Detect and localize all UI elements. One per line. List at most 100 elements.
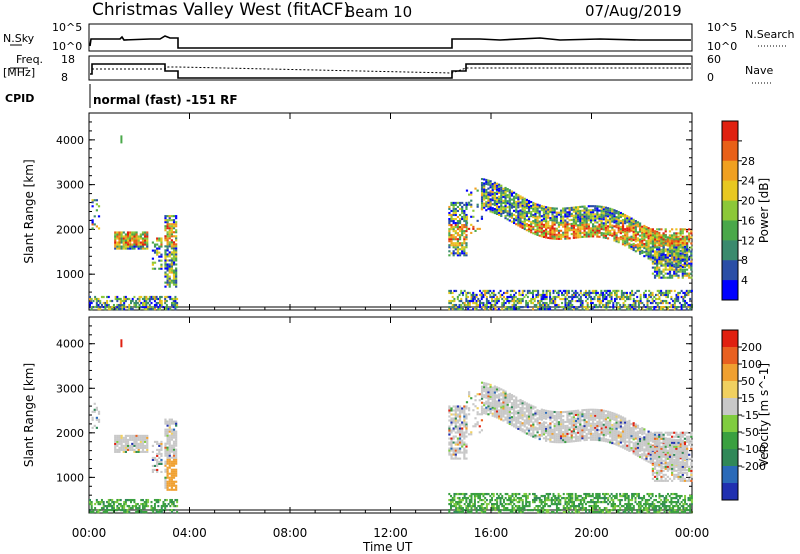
echo-cell <box>557 213 561 216</box>
echo-cell <box>549 233 552 236</box>
echo-cell <box>653 238 657 241</box>
ground-scatter-cell <box>461 293 464 297</box>
echo-cell <box>448 437 451 440</box>
echo-cell <box>472 409 475 412</box>
ground-scatter-cell <box>629 307 632 311</box>
echo-cell <box>175 486 178 489</box>
ground-scatter-cell <box>160 299 163 303</box>
echo-cell <box>626 446 629 449</box>
echo-cell <box>448 213 451 217</box>
echo-cell <box>658 266 661 269</box>
echo-cell <box>515 194 518 198</box>
echo-cell <box>170 420 173 423</box>
echo-cell <box>146 241 149 244</box>
echo-cell <box>540 410 543 413</box>
echo-cell <box>638 437 642 441</box>
echo-cell <box>465 451 468 454</box>
ground-scatter-cell <box>605 295 608 299</box>
echo-cell <box>175 235 178 238</box>
echo-cell <box>564 438 567 442</box>
ground-scatter-cell <box>567 301 570 305</box>
echo-cell <box>483 408 486 411</box>
echo-cell <box>557 429 561 432</box>
echo-cell <box>636 237 640 240</box>
echo-cell <box>151 257 155 260</box>
ground-scatter-cell <box>670 303 673 307</box>
ground-scatter-cell <box>465 291 468 295</box>
echo-cell <box>532 201 535 205</box>
echo-cell <box>502 191 505 194</box>
echo-cell <box>638 224 642 227</box>
echo-cell <box>156 251 159 254</box>
echo-cell <box>585 217 588 220</box>
echo-cell <box>538 204 541 207</box>
ground-scatter-cell <box>608 291 611 295</box>
echo-cell <box>628 220 631 223</box>
echo-cell <box>596 416 599 419</box>
echo-cell <box>587 235 590 238</box>
ground-scatter-cell <box>586 303 589 307</box>
echo-cell <box>170 470 173 473</box>
echo-cell <box>592 438 595 441</box>
ground-scatter-cell <box>624 295 627 299</box>
ground-scatter-cell <box>140 295 143 299</box>
echo-cell <box>589 438 593 441</box>
echo-cell <box>510 396 514 399</box>
echo-cell <box>679 264 682 267</box>
ground-scatter-cell <box>595 291 598 295</box>
echo-cell <box>168 233 171 236</box>
echo-cell <box>129 436 132 439</box>
ground-scatter-cell <box>542 305 545 309</box>
ground-scatter-cell <box>150 297 153 301</box>
echo-cell <box>656 252 659 255</box>
ground-scatter-cell <box>174 295 177 299</box>
echo-cell <box>549 217 552 220</box>
ground-scatter-cell <box>511 299 514 303</box>
echo-cell <box>634 443 637 446</box>
echo-cell <box>504 418 507 421</box>
echo-cell <box>592 215 595 218</box>
echo-cell <box>671 250 674 253</box>
echo-cell <box>468 227 471 230</box>
echo-cell <box>168 482 171 485</box>
echo-cell <box>562 209 565 212</box>
echo-cell <box>495 200 499 203</box>
echo-cell <box>562 437 565 440</box>
echo-cell <box>604 222 608 225</box>
echo-cell <box>506 413 509 416</box>
echo-cell <box>621 231 625 234</box>
echo-cell <box>521 400 524 403</box>
echo-cell <box>504 215 507 218</box>
echo-cell <box>523 207 526 210</box>
echo-cell <box>495 206 499 209</box>
echo-cell <box>585 219 588 222</box>
echo-cell <box>634 449 637 452</box>
ground-scatter-cell <box>145 299 148 303</box>
echo-cell <box>489 182 492 185</box>
echo-cell <box>538 224 541 227</box>
echo-cell <box>175 223 178 226</box>
echo-cell <box>508 392 511 395</box>
echo-cell <box>172 450 176 453</box>
echo-cell <box>673 238 676 241</box>
echo-cell <box>592 434 595 437</box>
echo-cell <box>583 427 586 430</box>
echo-cell <box>579 217 582 221</box>
ground-scatter-cell <box>586 307 589 311</box>
ground-scatter-cell <box>578 293 581 297</box>
echo-cell <box>690 260 693 263</box>
echo-cell <box>626 241 629 244</box>
echo-cell <box>626 422 629 425</box>
echo-cell <box>547 236 550 239</box>
echo-cell <box>534 222 537 226</box>
echo-cell <box>487 387 490 390</box>
echo-cell <box>638 238 642 241</box>
echo-cell <box>577 417 580 420</box>
echo-cell <box>641 229 644 232</box>
echo-cell <box>508 412 511 416</box>
echo-cell <box>508 203 511 206</box>
ground-scatter-cell <box>109 299 112 303</box>
echo-cell <box>141 440 145 443</box>
echo-cell <box>166 259 169 262</box>
echo-cell <box>166 472 169 475</box>
